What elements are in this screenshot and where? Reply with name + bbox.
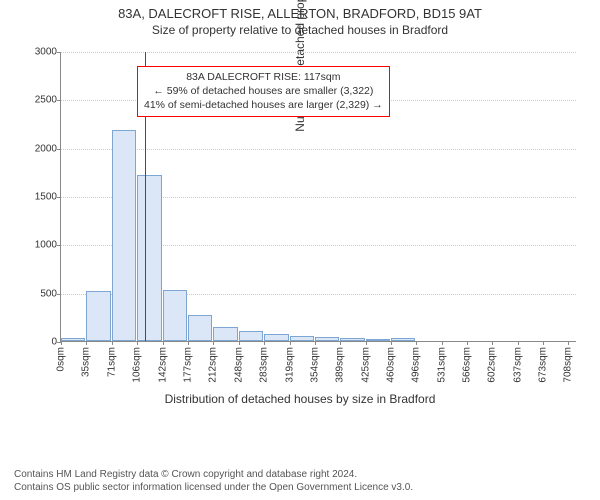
ytick-label: 0	[51, 337, 57, 348]
histogram-bar	[61, 338, 85, 341]
histogram-bar	[137, 175, 162, 341]
xtick-mark	[239, 341, 240, 345]
xtick-label: 248sqm	[233, 347, 244, 383]
annotation-line: 83A DALECROFT RISE: 117sqm	[144, 70, 383, 84]
xtick-label: 602sqm	[487, 347, 498, 383]
annotation-line: ← 59% of detached houses are smaller (3,…	[144, 84, 383, 98]
ytick-mark	[57, 197, 61, 198]
xtick-mark	[315, 341, 316, 345]
annotation-box: 83A DALECROFT RISE: 117sqm← 59% of detac…	[137, 66, 390, 117]
ytick-label: 2500	[35, 95, 57, 106]
histogram-bar	[391, 338, 416, 341]
ytick-label: 1000	[35, 240, 57, 251]
xtick-label: 177sqm	[182, 347, 193, 383]
ytick-label: 2000	[35, 143, 57, 154]
xtick-mark	[163, 341, 164, 345]
histogram-bar	[188, 315, 212, 341]
xtick-label: 673sqm	[538, 347, 549, 383]
xtick-mark	[366, 341, 367, 345]
ytick-label: 1500	[35, 192, 57, 203]
xtick-mark	[518, 341, 519, 345]
xtick-label: 566sqm	[461, 347, 472, 383]
xtick-label: 106sqm	[131, 347, 142, 383]
xtick-label: 319sqm	[284, 347, 295, 383]
ytick-label: 500	[40, 288, 57, 299]
xtick-mark	[264, 341, 265, 345]
xtick-mark	[290, 341, 291, 345]
xtick-mark	[442, 341, 443, 345]
xtick-label: 0sqm	[56, 347, 67, 371]
gridline	[61, 149, 576, 150]
ytick-mark	[57, 294, 61, 295]
xtick-mark	[492, 341, 493, 345]
xtick-label: 142sqm	[157, 347, 168, 383]
xtick-label: 283sqm	[258, 347, 269, 383]
chart-area: Number of detached properties 0500100015…	[0, 42, 600, 422]
xtick-mark	[188, 341, 189, 345]
xtick-mark	[86, 341, 87, 345]
xtick-label: 531sqm	[436, 347, 447, 383]
xtick-mark	[467, 341, 468, 345]
ytick-label: 3000	[35, 47, 57, 58]
xtick-mark	[543, 341, 544, 345]
xtick-label: 354sqm	[309, 347, 320, 383]
xtick-label: 425sqm	[360, 347, 371, 383]
xtick-label: 35sqm	[81, 347, 92, 377]
xtick-mark	[213, 341, 214, 345]
xtick-label: 708sqm	[563, 347, 574, 383]
xtick-label: 71sqm	[106, 347, 117, 377]
gridline	[61, 52, 576, 53]
histogram-bar	[366, 339, 390, 341]
plot-region: 0500100015002000250030000sqm35sqm71sqm10…	[60, 52, 576, 342]
xtick-label: 496sqm	[411, 347, 422, 383]
xtick-label: 389sqm	[334, 347, 345, 383]
histogram-bar	[290, 336, 314, 341]
ytick-mark	[57, 52, 61, 53]
xtick-mark	[416, 341, 417, 345]
histogram-bar	[264, 334, 289, 341]
ytick-mark	[57, 100, 61, 101]
footer-line-1: Contains HM Land Registry data © Crown c…	[14, 468, 413, 481]
xtick-mark	[391, 341, 392, 345]
ytick-mark	[57, 149, 61, 150]
xtick-label: 460sqm	[385, 347, 396, 383]
xtick-mark	[340, 341, 341, 345]
histogram-bar	[239, 331, 263, 341]
xtick-label: 637sqm	[512, 347, 523, 383]
histogram-bar	[213, 327, 238, 341]
histogram-bar	[112, 130, 136, 341]
xtick-mark	[112, 341, 113, 345]
histogram-bar	[340, 338, 365, 341]
xtick-mark	[61, 341, 62, 345]
xtick-label: 212sqm	[207, 347, 218, 383]
annotation-line: 41% of semi-detached houses are larger (…	[144, 98, 383, 112]
histogram-bar	[163, 290, 187, 341]
ytick-mark	[57, 245, 61, 246]
footer-line-2: Contains OS public sector information li…	[14, 481, 413, 494]
histogram-bar	[86, 291, 111, 341]
xtick-mark	[568, 341, 569, 345]
footer-attribution: Contains HM Land Registry data © Crown c…	[14, 468, 413, 494]
x-axis-label: Distribution of detached houses by size …	[0, 392, 600, 406]
histogram-bar	[315, 337, 339, 341]
xtick-mark	[137, 341, 138, 345]
